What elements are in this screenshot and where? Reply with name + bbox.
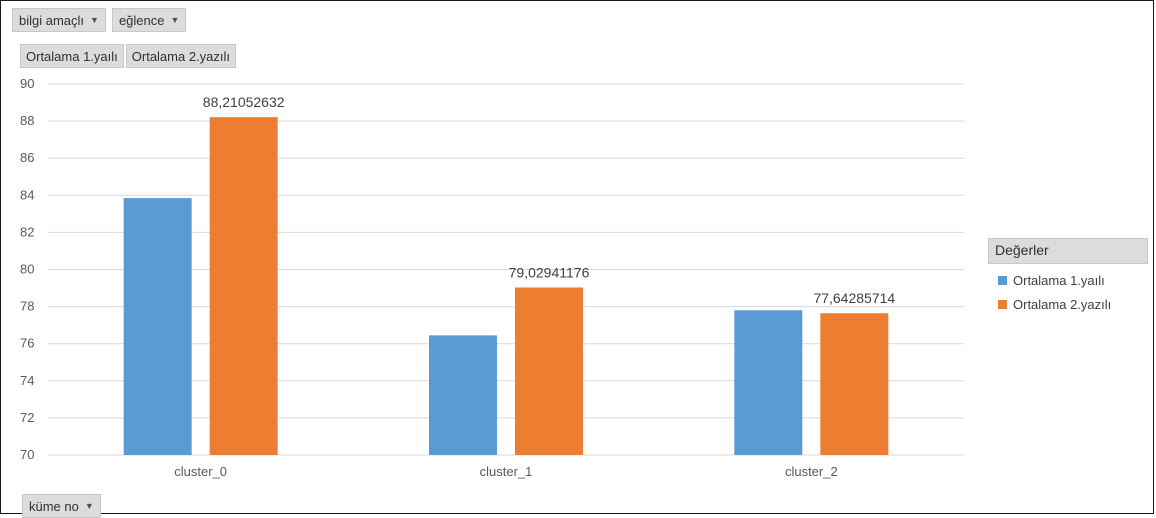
data-labels: 88,21052632 79,02941176 77,64285714	[203, 94, 896, 306]
filter-bilgi-amacli-button[interactable]: bilgi amaçlı ▼	[12, 8, 106, 32]
y-tick-label: 72	[20, 410, 34, 425]
y-tick-label: 86	[20, 150, 34, 165]
dropdown-arrow-icon: ▼	[170, 15, 180, 25]
value-field-buttons: Ortalama 1.yaılı Ortalama 2.yazılı	[20, 44, 237, 68]
axis-field-filter: küme no ▼	[22, 494, 101, 518]
bar	[734, 310, 803, 455]
x-tick-label: cluster_2	[785, 464, 838, 479]
value-field-label: Ortalama 1.yaılı	[26, 48, 118, 64]
legend: Değerler Ortalama 1.yaılı Ortalama 2.yaz…	[988, 238, 1148, 312]
y-tick-label: 80	[20, 262, 34, 277]
gridlines	[48, 83, 964, 456]
bars	[123, 117, 889, 456]
x-tick-label: cluster_0	[174, 464, 227, 479]
axis-field-label: küme no	[29, 498, 79, 514]
y-tick-label: 78	[20, 299, 34, 314]
legend-swatch	[998, 276, 1007, 285]
y-tick-label: 84	[20, 187, 34, 202]
data-label: 79,02941176	[509, 265, 590, 281]
page-filters: bilgi amaçlı ▼ eğlence ▼	[12, 8, 187, 32]
kume-no-filter-button[interactable]: küme no ▼	[22, 494, 101, 518]
y-tick-label: 88	[20, 113, 34, 128]
legend-label: Ortalama 2.yazılı	[1013, 297, 1112, 312]
filter-label: bilgi amaçlı	[19, 12, 85, 28]
y-tick-label: 76	[20, 336, 34, 351]
filter-eglence-button[interactable]: eğlence ▼	[111, 8, 187, 32]
legend-title-button[interactable]: Değerler	[988, 238, 1148, 264]
value-field-label: Ortalama 2.yazılı	[131, 48, 231, 64]
dropdown-arrow-icon: ▼	[84, 501, 94, 511]
legend-label: Ortalama 1.yaılı	[1013, 273, 1105, 288]
filter-label: eğlence	[118, 12, 165, 28]
data-label: 77,64285714	[813, 290, 895, 306]
y-tick-label: 70	[20, 447, 34, 462]
data-label: 88,21052632	[203, 94, 285, 110]
value-field-ortalama-2-button[interactable]: Ortalama 2.yazılı	[125, 44, 237, 68]
legend-item-ortalama-2: Ortalama 2.yazılı	[998, 297, 1148, 312]
x-axis-ticks: cluster_0 cluster_1 cluster_2	[174, 464, 837, 479]
y-tick-label: 74	[20, 373, 34, 388]
legend-item-ortalama-1: Ortalama 1.yaılı	[998, 273, 1148, 288]
y-tick-label: 90	[20, 76, 34, 91]
legend-swatch	[998, 300, 1007, 309]
bar	[515, 287, 583, 455]
bar	[123, 198, 192, 455]
bar	[820, 313, 889, 455]
x-tick-label: cluster_1	[480, 464, 533, 479]
value-field-ortalama-1-button[interactable]: Ortalama 1.yaılı	[20, 44, 124, 68]
dropdown-arrow-icon: ▼	[90, 15, 99, 25]
y-axis-ticks: 70 72 74 76 78 80 82 84 86 88 90	[20, 76, 34, 462]
y-tick-label: 82	[20, 224, 34, 239]
bar	[209, 117, 278, 456]
bar	[429, 335, 497, 455]
